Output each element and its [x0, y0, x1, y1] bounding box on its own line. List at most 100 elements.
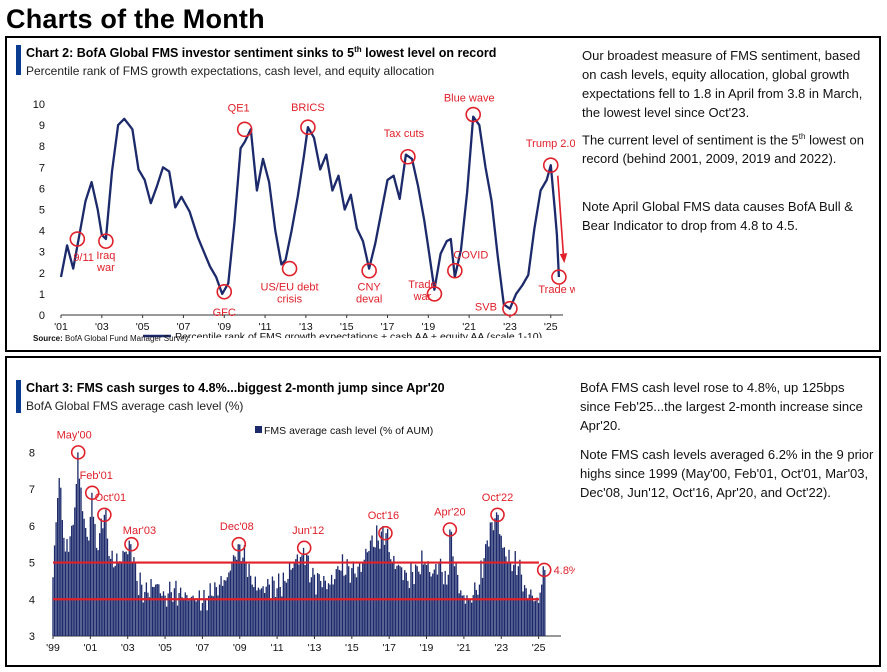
- y-tick-label: 8: [29, 447, 35, 459]
- cash-bar: [192, 595, 194, 636]
- cash-bar: [183, 599, 185, 636]
- y-tick-label: 6: [39, 183, 45, 195]
- cash-bar: [469, 599, 471, 636]
- cash-bar: [326, 589, 328, 636]
- cash-bar: [475, 589, 477, 636]
- cash-bar: [536, 597, 538, 636]
- cash-bar: [371, 535, 373, 636]
- x-tick-label: '05: [158, 642, 172, 654]
- cash-bar: [419, 574, 421, 636]
- cash-bar: [295, 559, 297, 636]
- annotation-circle: [70, 445, 86, 460]
- chart2-paragraph-1: Our broadest measure of FMS sentiment, b…: [582, 48, 863, 120]
- annotation-label: Jun'12: [292, 525, 324, 537]
- x-tick-label: '07: [177, 321, 191, 333]
- cash-bar: [337, 566, 339, 636]
- cash-bar: [457, 574, 459, 636]
- cash-bar: [489, 522, 491, 636]
- cash-bar: [197, 599, 199, 636]
- cash-bar: [407, 580, 409, 636]
- cash-bar: [267, 578, 269, 636]
- cash-bar: [127, 554, 129, 636]
- cash-bar: [106, 538, 109, 636]
- x-tick-label: '17: [381, 321, 395, 333]
- cash-bar: [369, 540, 372, 636]
- cash-bar: [173, 588, 176, 636]
- cash-bar: [268, 584, 270, 636]
- y-tick-label: 5: [39, 205, 45, 217]
- cash-bar: [416, 566, 418, 636]
- cash-bar: [64, 551, 67, 636]
- cash-bar: [237, 544, 239, 636]
- annotation-circle: [69, 231, 86, 247]
- cash-bar: [404, 570, 406, 636]
- cash-bar: [497, 514, 499, 636]
- cash-bar: [491, 522, 493, 636]
- cash-bar: [125, 551, 127, 636]
- cash-bar: [250, 575, 252, 636]
- x-tick-label: '03: [95, 321, 109, 333]
- cash-bar: [430, 576, 432, 636]
- cash-bar: [206, 610, 208, 636]
- cash-bar: [203, 589, 205, 636]
- cash-bar: [463, 595, 465, 636]
- annotation-label: Oct'22: [482, 492, 513, 504]
- cash-bar: [167, 593, 169, 636]
- y-tick-label: 7: [29, 484, 35, 496]
- y-tick-label: 6: [29, 521, 35, 533]
- cash-bar: [95, 547, 98, 636]
- annotation-circle: [442, 522, 458, 537]
- cash-bar: [386, 528, 389, 636]
- cash-bar: [519, 559, 521, 636]
- y-tick-label: 9: [39, 120, 45, 132]
- cash-bar: [204, 600, 207, 636]
- cash-bar: [144, 591, 146, 636]
- cash-bar: [488, 546, 490, 636]
- annotation-circle: [97, 507, 112, 523]
- cash-bar: [436, 574, 439, 636]
- cash-bar: [72, 524, 74, 636]
- cash-bar: [537, 602, 540, 636]
- cash-bar: [544, 569, 546, 636]
- cash-bar: [383, 544, 386, 636]
- cash-bar: [413, 584, 415, 636]
- cash-bar: [156, 584, 158, 636]
- x-tick-label: '15: [345, 642, 359, 654]
- cash-bar: [92, 516, 95, 636]
- cash-bar: [335, 569, 337, 636]
- cash-bar: [505, 556, 507, 636]
- x-tick-label: '13: [308, 642, 322, 654]
- cash-bar: [225, 580, 227, 636]
- annotation-label: Feb'01: [80, 470, 113, 482]
- cash-bar: [348, 566, 350, 636]
- cash-bar: [539, 592, 541, 636]
- cash-bar: [209, 583, 211, 636]
- cash-bar: [282, 572, 284, 636]
- cash-bar: [141, 584, 143, 636]
- x-tick-label: '11: [271, 642, 284, 654]
- cash-bar: [170, 592, 172, 636]
- annotation-label: Blue wave: [444, 93, 495, 105]
- cash-bar: [402, 580, 404, 636]
- cash-bar: [254, 576, 256, 636]
- annotation-circle: [400, 148, 416, 165]
- cash-bar: [449, 529, 451, 636]
- cash-bar: [306, 554, 308, 636]
- cash-bar: [542, 566, 544, 636]
- cash-bar: [307, 555, 309, 636]
- cash-bar: [83, 518, 85, 636]
- cash-bar: [85, 527, 87, 636]
- annotation-circle: [296, 540, 312, 556]
- cash-bar: [63, 537, 65, 636]
- cash-bar: [111, 550, 113, 636]
- cash-bar: [372, 546, 375, 636]
- cash-bar: [271, 576, 274, 636]
- cash-bar: [136, 580, 138, 636]
- cash-bar: [472, 595, 474, 636]
- cash-bar: [155, 584, 157, 636]
- annotation-label: Dec'08: [220, 521, 254, 533]
- y-tick-label: 1: [39, 289, 45, 301]
- cash-bar: [513, 564, 515, 636]
- cash-bar: [284, 580, 286, 636]
- cash-bar: [520, 574, 523, 636]
